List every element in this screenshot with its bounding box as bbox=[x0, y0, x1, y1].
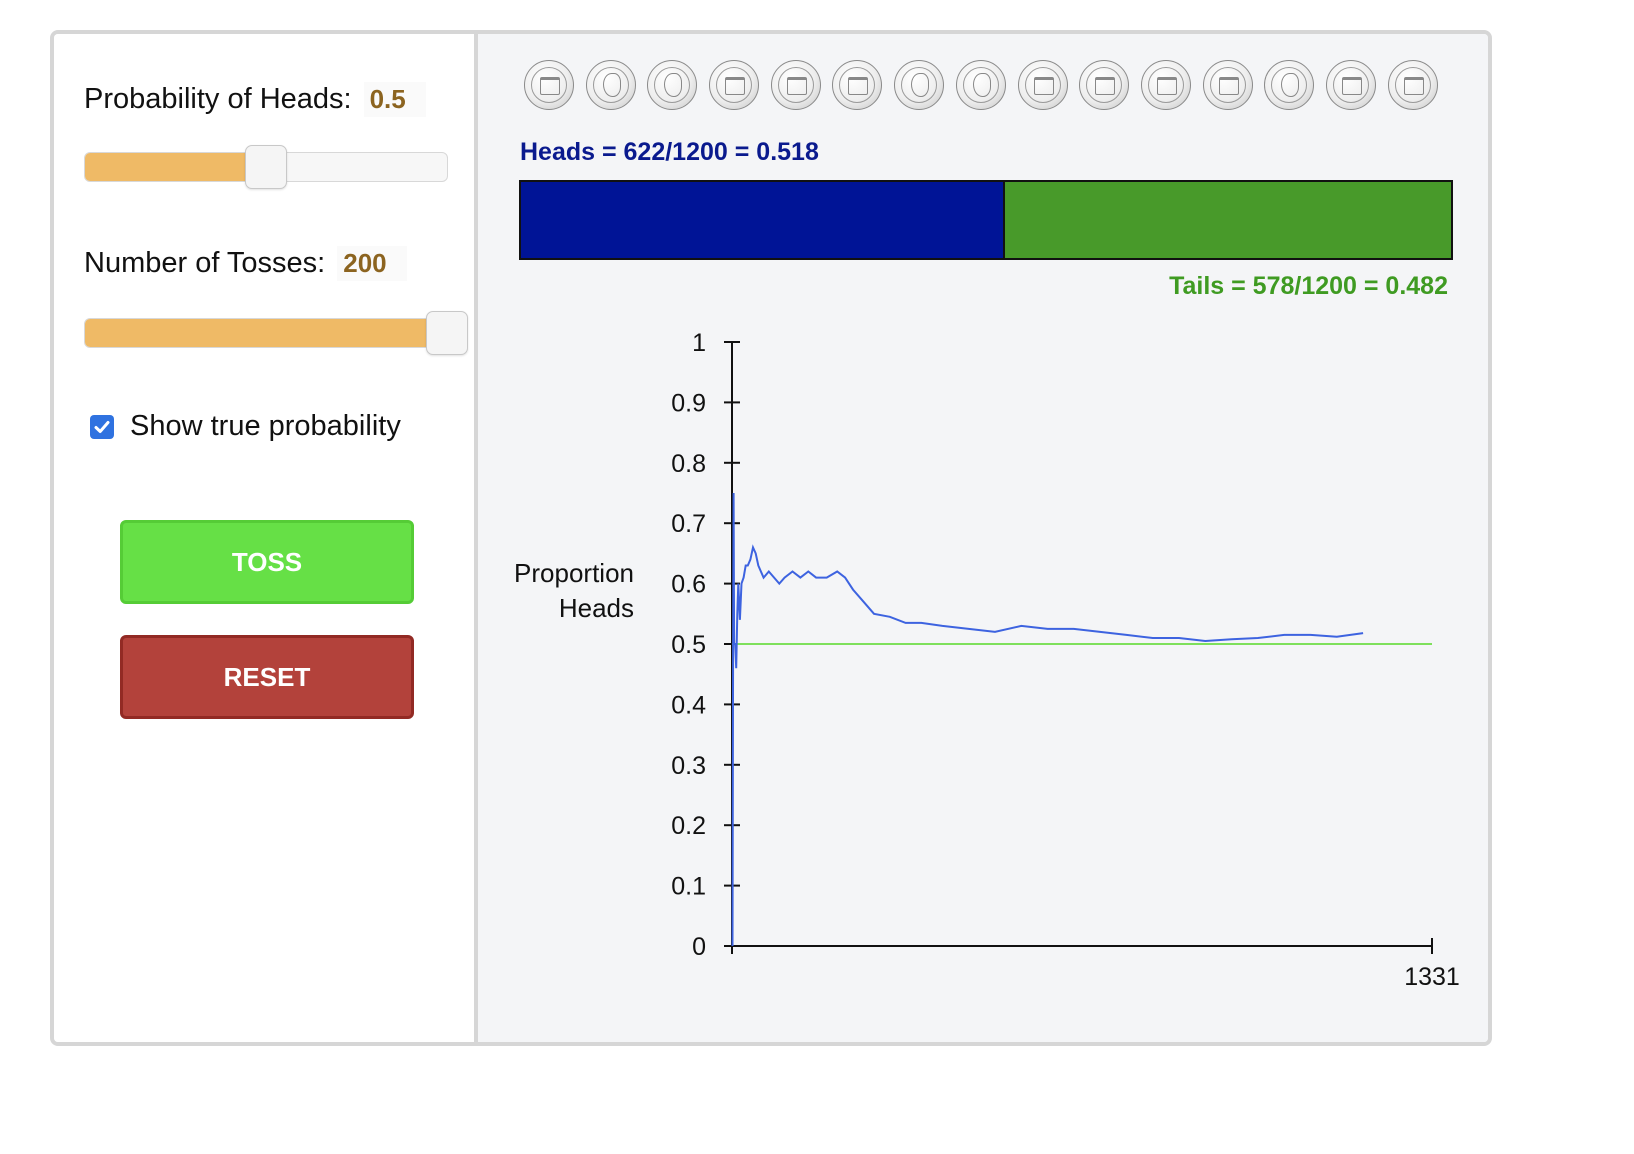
y-tick-label: 0.3 bbox=[671, 752, 706, 780]
tosses-slider-fill bbox=[85, 319, 447, 347]
y-tick-label: 0.8 bbox=[671, 450, 706, 478]
heads-summary: Heads = 622/1200 = 0.518 bbox=[520, 138, 819, 166]
probability-slider[interactable] bbox=[84, 145, 448, 189]
y-tick-label: 0.9 bbox=[671, 389, 706, 417]
reset-button[interactable]: RESET bbox=[120, 635, 414, 719]
coin-heads-icon bbox=[1264, 60, 1315, 110]
coin-tails-icon bbox=[1325, 60, 1376, 110]
heads-bar-segment bbox=[521, 182, 1003, 258]
tosses-label: Number of Tosses: bbox=[84, 247, 326, 279]
y-tick-label: 0.1 bbox=[671, 873, 706, 901]
tails-summary: Tails = 578/1200 = 0.482 bbox=[1169, 272, 1448, 300]
app-frame: Probability of Heads: 0.5 Number of Toss… bbox=[50, 30, 1492, 1046]
x-tick-label: 1331 bbox=[1404, 963, 1460, 991]
y-tick-label: 0.6 bbox=[671, 571, 706, 599]
controls-panel: Probability of Heads: 0.5 Number of Toss… bbox=[54, 34, 478, 1042]
coin-heads-icon bbox=[955, 60, 1006, 110]
coin-tails-icon bbox=[1079, 60, 1130, 110]
y-tick-label: 0 bbox=[692, 933, 706, 961]
coin-tails-icon bbox=[709, 60, 760, 110]
tails-bar-segment bbox=[1002, 182, 1451, 258]
probability-value: 0.5 bbox=[363, 82, 426, 117]
tosses-slider-handle[interactable] bbox=[426, 311, 468, 355]
checkbox-checked-icon[interactable] bbox=[90, 414, 114, 439]
y-tick-label: 1 bbox=[692, 329, 706, 357]
y-tick-label: 0.5 bbox=[671, 631, 706, 659]
probability-label: Probability of Heads: bbox=[84, 83, 352, 115]
probability-label-row: Probability of Heads: 0.5 bbox=[84, 82, 426, 117]
y-tick-label: 0.7 bbox=[671, 510, 706, 538]
coin-tails-icon bbox=[1387, 60, 1438, 110]
tosses-slider[interactable] bbox=[84, 311, 468, 355]
tosses-label-row: Number of Tosses: 200 bbox=[84, 246, 407, 281]
proportion-heads-line bbox=[731, 492, 1364, 947]
proportion-chart: 0 0.1 0.2 0.3 0.4 0.5 0.6 0.7 0.8 0.9 1 1331 Propo… bbox=[514, 329, 1460, 991]
probability-slider-fill bbox=[85, 153, 266, 181]
y-axis-title-line2: Heads bbox=[559, 593, 634, 623]
coin-heads-icon bbox=[585, 60, 636, 110]
toss-button[interactable]: TOSS bbox=[120, 520, 414, 604]
y-axis: 0 0.1 0.2 0.3 0.4 0.5 0.6 0.7 0.8 0.9 1 bbox=[671, 329, 740, 961]
tosses-value: 200 bbox=[337, 246, 407, 281]
y-tick-label: 0.2 bbox=[671, 812, 706, 840]
coin-tails-icon bbox=[1140, 60, 1191, 110]
coin-heads-icon bbox=[647, 60, 698, 110]
y-axis-title-line1: Proportion bbox=[514, 558, 634, 588]
coin-heads-icon bbox=[894, 60, 945, 110]
y-tick-label: 0.4 bbox=[671, 691, 706, 719]
coin-tails-icon bbox=[770, 60, 821, 110]
coin-tails-icon bbox=[832, 60, 883, 110]
coin-tails-icon bbox=[524, 60, 574, 110]
proportion-bar bbox=[519, 180, 1453, 260]
coin-tails-icon bbox=[1017, 60, 1068, 110]
coin-tails-icon bbox=[1202, 60, 1253, 110]
coin-row bbox=[524, 60, 1449, 110]
x-axis: 1331 bbox=[731, 938, 1460, 991]
probability-slider-handle[interactable] bbox=[245, 145, 287, 189]
show-true-probability-checkbox[interactable]: Show true probability bbox=[90, 410, 401, 443]
results-panel: Heads = 622/1200 = 0.518 Tails = 578/120… bbox=[478, 34, 1488, 1042]
show-true-probability-label: Show true probability bbox=[130, 410, 401, 442]
